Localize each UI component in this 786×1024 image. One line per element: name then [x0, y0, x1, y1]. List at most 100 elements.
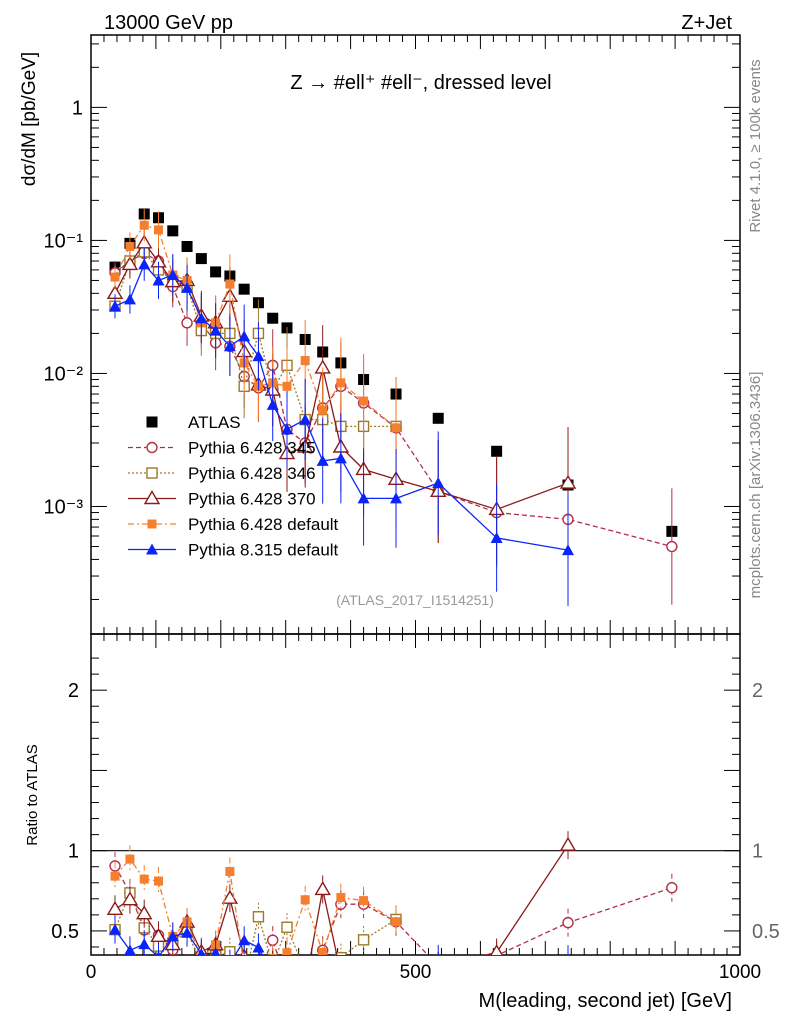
mcplots-label: mcplots.cern.ch [arXiv:1306.3436] [747, 372, 764, 599]
ratio-point [357, 970, 371, 982]
data-point [181, 281, 194, 293]
data-point [666, 540, 678, 553]
ratio-y-axis-label: Ratio to ATLAS [24, 744, 41, 845]
data-point [125, 241, 135, 251]
ratio-point [139, 874, 149, 884]
ratio-y-tick-label-right: 0.5 [752, 921, 780, 943]
ratio-point [196, 960, 206, 970]
ratio-point [197, 948, 206, 955]
ratio-point [335, 951, 347, 955]
legend-label: Pythia 6.428 345 [188, 439, 316, 458]
legend-entry-4: Pythia 6.428 default [128, 515, 339, 534]
ratio-point [359, 896, 369, 906]
ratio-plot-frame [90, 633, 741, 956]
ratio-point [138, 938, 151, 950]
ratio-point [225, 959, 235, 969]
data-point [238, 283, 250, 295]
ratio-series-line [114, 865, 673, 955]
data-point [562, 544, 575, 556]
data-point [109, 300, 122, 312]
ratio-point [124, 944, 136, 955]
data-point [181, 240, 193, 252]
ratio-point [280, 986, 294, 998]
ratio-series-line [114, 929, 264, 955]
data-point [282, 381, 292, 391]
data-point [121, 256, 139, 271]
ratio-point [166, 930, 179, 942]
legend-entry-1: Pythia 6.428 345 [128, 439, 316, 458]
ratio-point [224, 958, 236, 969]
ratio-point [221, 889, 239, 904]
legend-label: Pythia 6.428 default [188, 515, 339, 534]
ratio-point [238, 934, 251, 946]
ratio-point [110, 871, 120, 881]
ratio-point [491, 969, 503, 980]
ratio-point [300, 895, 310, 905]
main-plot-area: 1 10⁻¹ 10⁻² 10⁻³ [44, 34, 741, 955]
ratio-point [281, 977, 293, 988]
data-point [299, 413, 312, 425]
ratio-point [281, 921, 293, 933]
x-axis-label: M(leading, second jet) [GeV] [479, 990, 732, 1012]
ratio-point [559, 836, 577, 851]
legend-label: Pythia 6.428 370 [188, 490, 316, 509]
ratio-point [437, 952, 440, 955]
ratio-point [562, 916, 574, 929]
data-point [280, 423, 293, 435]
y-tick-label: 10⁻³ [44, 496, 84, 518]
ratio-point [318, 956, 328, 966]
data-point [195, 312, 208, 324]
data-point [223, 340, 236, 352]
legend-marker [146, 416, 158, 428]
data-point [300, 356, 310, 366]
ratio-series-5 [109, 915, 570, 996]
data-point [316, 454, 329, 466]
ratio-point [253, 969, 263, 979]
rivet-version-label: Rivet 4.1.0, ≥ 100k events [747, 59, 764, 232]
x-tick-label: 500 [400, 962, 432, 983]
ratio-point [318, 948, 328, 955]
data-point [490, 531, 503, 543]
ratio-point [125, 854, 135, 864]
ratio-y-tick-label-right: 2 [752, 680, 763, 702]
data-point [110, 272, 120, 282]
ratio-point [252, 911, 265, 923]
header-energy-label: 13000 GeV pp [104, 12, 233, 34]
ratio-point [391, 917, 401, 927]
ratio-point [268, 954, 278, 955]
ratio-point [314, 881, 331, 896]
ratio-plot-area: 0 500 1000 0.5 0.5 1 1 2 2 [51, 633, 780, 998]
data-point [152, 274, 165, 286]
chart-title: Z → #ell⁺ #ell⁻, dressed level [290, 72, 551, 94]
ratio-point [433, 961, 443, 971]
legend-marker [147, 519, 157, 529]
ratio-point [239, 971, 249, 981]
data-point [138, 258, 151, 270]
data-point [209, 324, 222, 336]
ratio-point [300, 966, 310, 976]
legend-entry-3: Pythia 6.428 370 [128, 490, 316, 509]
ratio-point [267, 969, 279, 980]
ratio-point [298, 979, 312, 991]
legend-label: ATLAS [188, 413, 241, 432]
data-point [336, 378, 346, 388]
ratio-point [225, 866, 235, 876]
ratio-point [336, 892, 346, 902]
data-point [432, 477, 445, 489]
ratio-point [181, 926, 194, 938]
ratio-point [182, 963, 192, 973]
data-point [318, 405, 328, 415]
data-point [225, 279, 235, 289]
ratio-point [431, 959, 445, 971]
ratio-point [358, 985, 370, 996]
data-point [238, 330, 251, 342]
data-point [195, 253, 207, 265]
legend-entry-5: Pythia 8.315 default [128, 541, 339, 560]
ratio-point [240, 962, 249, 971]
series-5 [109, 248, 575, 607]
ratio-point [282, 948, 292, 955]
ratio-point [135, 905, 153, 920]
data-point [135, 234, 153, 249]
data-point [559, 474, 577, 489]
